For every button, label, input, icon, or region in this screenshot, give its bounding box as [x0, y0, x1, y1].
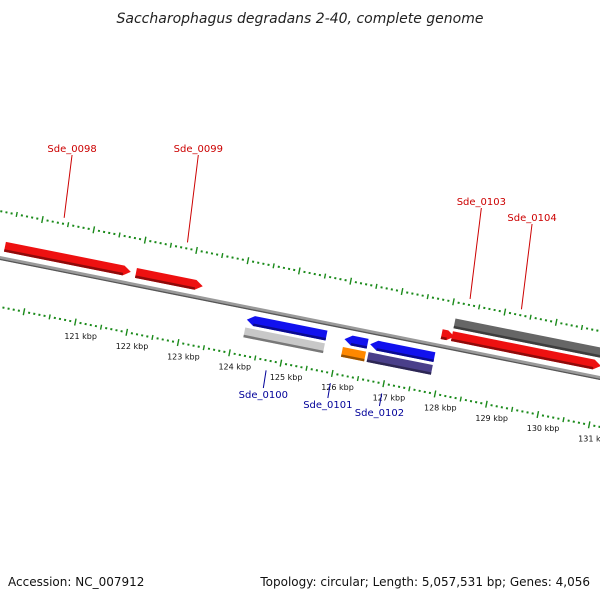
inner-tick — [485, 400, 488, 408]
outer-tick — [580, 324, 584, 331]
inner-tick — [587, 421, 591, 429]
tick-label: 123 kbp — [167, 352, 200, 361]
tick-label: 130 kbp — [527, 424, 560, 433]
backbone-line — [0, 255, 600, 381]
gene-shadow — [453, 325, 600, 358]
gene-shadow — [3, 249, 124, 276]
gene-shadow — [450, 338, 594, 370]
label-leader — [186, 154, 199, 243]
tick-label: 128 kbp — [424, 404, 457, 413]
tick-label: 125 kbp — [270, 373, 303, 382]
inner-tick — [22, 308, 26, 316]
gene-label: Sde_0102 — [355, 408, 404, 419]
gene-features — [3, 241, 600, 375]
label-leader — [63, 154, 73, 218]
inner-tick — [254, 355, 257, 361]
tick-label: 129 kbp — [475, 414, 508, 423]
outer-tick — [143, 236, 147, 244]
inner-tick — [305, 365, 308, 371]
inner-tick — [562, 417, 565, 423]
genome-backbone — [0, 255, 600, 381]
gene-shadow — [340, 354, 365, 362]
outer-tick — [66, 222, 70, 228]
inner-tick — [382, 380, 386, 388]
genome-summary-text: Topology: circular; Length: 5,057,531 bp… — [259, 575, 590, 589]
map-title: Saccharophagus degradans 2-40, complete … — [117, 11, 484, 27]
label-leader — [520, 223, 533, 310]
outer-tick — [297, 267, 301, 275]
outer-tick — [400, 287, 404, 296]
outer-tick — [503, 308, 507, 316]
inner-tick — [510, 406, 514, 412]
inner-tick — [356, 375, 360, 382]
backbone-shadow — [0, 258, 600, 380]
outer-tick — [221, 252, 224, 259]
inner-tick — [202, 345, 206, 351]
gene-forward — [134, 268, 203, 290]
tick-label: 121 kbp — [64, 332, 97, 341]
inner-tick — [99, 324, 103, 330]
inner-tick — [536, 410, 540, 419]
position-labels: 121 kbp 122 kbp 123 kbp 124 kbp 125 kbp 126 k… — [64, 332, 600, 444]
inner-tick — [408, 386, 411, 392]
outer-tick — [323, 273, 327, 279]
inner-tick — [73, 318, 77, 326]
inner-tick — [330, 369, 334, 377]
accession-text: Accession: NC_007912 — [8, 575, 144, 589]
outer-tick — [426, 294, 429, 300]
gene-shadow — [350, 343, 368, 349]
gene-label: Sde_0098 — [47, 144, 96, 155]
outer-tick — [375, 283, 378, 289]
inner-tick — [48, 314, 51, 320]
outer-tick — [452, 298, 455, 306]
gene-shadow — [376, 348, 434, 363]
gene-shadow — [253, 323, 327, 341]
inner-tick — [433, 390, 437, 398]
outer-tick-track — [0, 210, 599, 332]
gene-shadow — [134, 275, 196, 290]
inner-tick — [125, 328, 129, 336]
gene-label: Sde_0100 — [239, 390, 288, 401]
inner-tick — [176, 339, 180, 347]
inner-tick — [459, 396, 462, 402]
tick-label: 131 kbp — [578, 435, 600, 444]
inner-tick-track — [2, 306, 600, 429]
label-leader — [378, 393, 383, 407]
tick-label: 126 kbp — [321, 383, 354, 392]
gene-shadow — [366, 359, 432, 375]
label-leader — [327, 383, 331, 399]
gene-reverse — [366, 352, 433, 375]
gene-label: Sde_0103 — [457, 197, 506, 208]
gene-forward — [450, 331, 600, 370]
gene-shadow — [243, 334, 324, 354]
outer-tick — [169, 242, 173, 248]
gene-label: Sde_0104 — [507, 213, 556, 224]
label-leader — [262, 370, 267, 389]
outer-tick — [529, 314, 532, 320]
gene-label: Sde_0099 — [174, 144, 223, 155]
gene-reverse — [243, 327, 325, 354]
outer-tick — [246, 257, 250, 265]
outer-tick — [15, 211, 18, 218]
inner-tick — [151, 334, 154, 341]
outer-tick — [92, 226, 96, 234]
label-leader — [469, 207, 482, 300]
inner-tick — [279, 359, 283, 367]
outer-tick — [118, 232, 121, 238]
gene-forward — [3, 241, 131, 276]
inner-tick — [228, 349, 231, 357]
outer-tick — [195, 246, 198, 254]
outer-tick — [477, 304, 481, 310]
tick-label: 124 kbp — [218, 363, 251, 372]
outer-tick — [554, 318, 558, 326]
outer-tick — [272, 263, 275, 269]
tick-label: 122 kbp — [116, 342, 149, 351]
outer-tick — [41, 216, 44, 224]
gene-label: Sde_0101 — [303, 400, 352, 411]
tick-label: 127 kbp — [373, 393, 406, 402]
gene-shadow — [440, 336, 447, 341]
outer-tick — [349, 277, 353, 285]
